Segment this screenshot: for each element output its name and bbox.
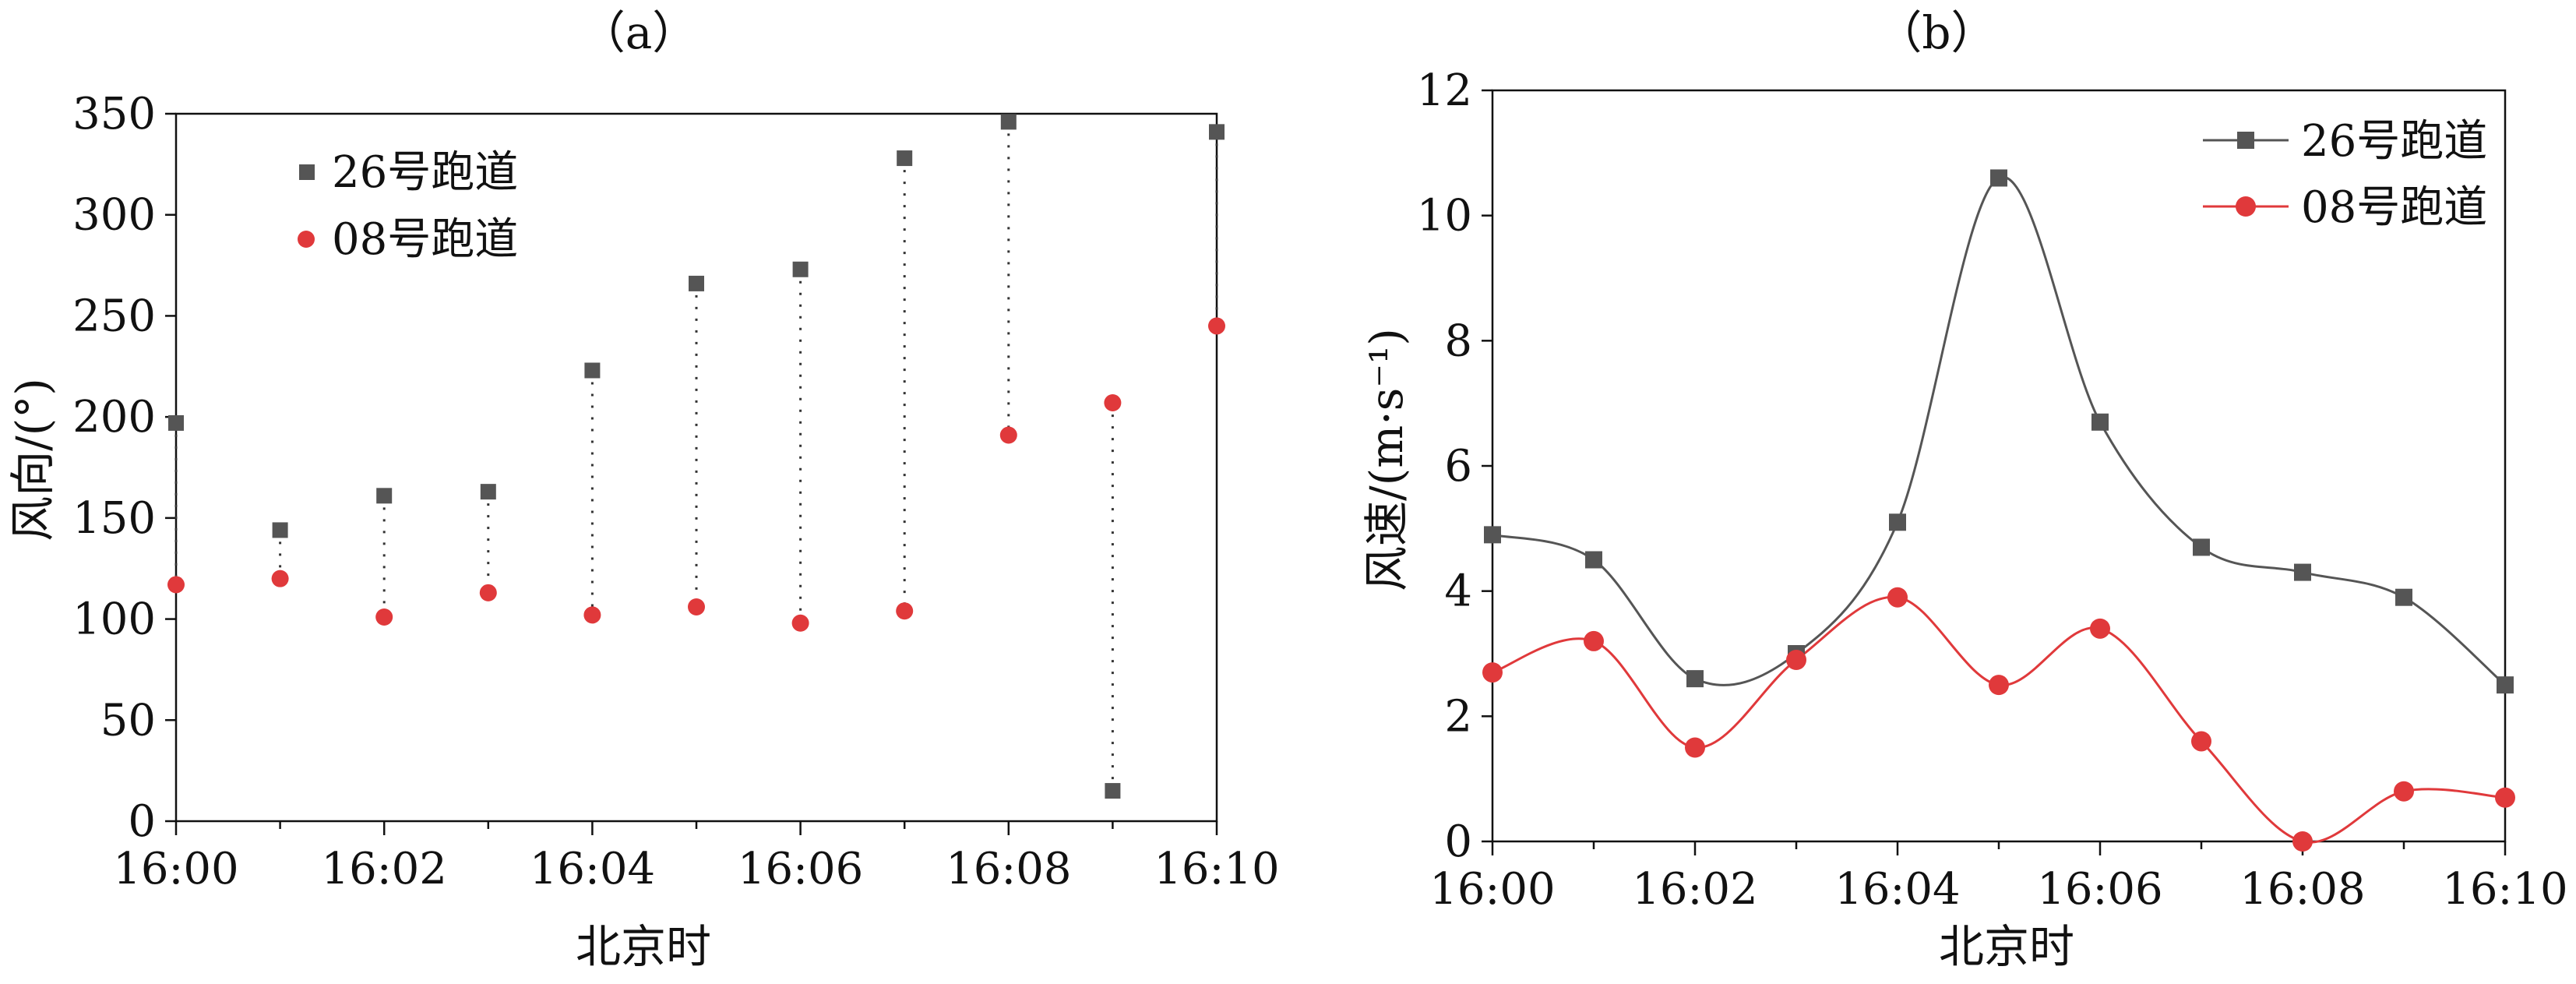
data-point-circle (2191, 731, 2211, 752)
data-point-circle (1208, 317, 1225, 335)
panel-a-x-axis-title: 北京时 (576, 920, 711, 973)
data-point-square (1686, 670, 1704, 688)
panel-a-x-tick-label: 16:02 (322, 844, 447, 894)
panel-b-x-tick-label: 16:08 (2239, 864, 2365, 915)
panel-a-y-tick-label: 350 (72, 89, 156, 139)
data-point-square (792, 261, 809, 277)
panel-a-legend: 26号跑道 08号跑道 (298, 147, 518, 265)
data-point-square (480, 484, 496, 500)
panel-b-x-tick-label: 16:04 (1834, 864, 1960, 915)
panel-a-y-tick-label: 200 (72, 392, 156, 443)
panel-b-x-tick-label: 16:06 (2037, 864, 2162, 915)
legend-label-series-2: 08号跑道 (2301, 182, 2487, 233)
data-point-square (2091, 413, 2109, 431)
data-point-square (1209, 124, 1225, 140)
data-point-square (1889, 513, 1906, 531)
data-point-circle (1685, 737, 1705, 758)
panel-a-y-axis-title: 风向/(°) (6, 378, 59, 541)
series-line (1492, 175, 2506, 686)
panel-b-x-tick-label: 16:00 (1429, 864, 1555, 915)
panel-b-x-tick-label: 16:10 (2442, 864, 2567, 915)
data-point-square (376, 488, 393, 504)
panel-a-y-tick-label: 300 (72, 190, 156, 241)
data-point-circle (1786, 650, 1806, 671)
panel-b-label: （b） (1876, 6, 1996, 59)
legend-square-marker (2237, 132, 2254, 149)
data-point-square (897, 150, 913, 167)
panel-b-x-tick-label: 16:02 (1632, 864, 1757, 915)
data-point-square (1105, 783, 1121, 799)
panel-a-y-tick-label: 100 (72, 594, 156, 645)
data-point-circle (583, 606, 601, 624)
legend-circle-marker (2236, 196, 2256, 217)
data-point-square (689, 275, 704, 291)
data-point-circle (1989, 675, 2009, 696)
panel-b-y-tick-label: 10 (1417, 191, 1472, 242)
series-line (1492, 595, 2506, 844)
panel-a-x-tick-label: 16:00 (113, 844, 238, 894)
data-point-circle (791, 614, 809, 632)
panel-a-y-tick-label: 0 (128, 796, 156, 847)
data-point-circle (688, 598, 705, 616)
panel-b-y-axis-title: 风速/(m·s⁻¹) (1360, 328, 1413, 591)
data-point-square (1484, 526, 1501, 544)
data-point-circle (271, 570, 289, 587)
data-point-circle (1584, 630, 1604, 651)
data-point-circle (2394, 781, 2414, 802)
data-point-square (2497, 676, 2514, 694)
legend-label-series-2: 08号跑道 (332, 214, 518, 265)
panel-a-x-tick-label: 16:08 (946, 844, 1071, 894)
legend-label-series-1: 26号跑道 (2301, 116, 2487, 167)
panel-b-y-tick-label: 8 (1444, 316, 1472, 366)
legend-label-series-1: 26号跑道 (332, 147, 518, 198)
data-point-circle (1482, 662, 1503, 683)
data-point-square (584, 362, 601, 379)
data-point-circle (1887, 587, 1908, 608)
data-point-circle (896, 602, 914, 620)
data-point-square (1585, 551, 1602, 569)
legend-square-marker (299, 164, 315, 180)
panel-a-x-tick-label: 16:04 (530, 844, 655, 894)
data-point-square (1000, 114, 1017, 130)
data-point-circle (2495, 787, 2515, 808)
data-point-square (272, 522, 288, 538)
panel-b-y-tick-label: 12 (1417, 65, 1472, 116)
panel-a-wind-direction-chart: （a） 北京时 风向/(°) 0 50 100 150 200 250 300 350 16:0… (6, 6, 1280, 973)
data-point-circle (999, 426, 1017, 444)
legend-circle-marker (298, 231, 315, 248)
data-point-square (1990, 169, 2007, 187)
panel-b-y-tick-label: 0 (1444, 816, 1472, 867)
panel-a-x-tick-label: 16:10 (1154, 844, 1279, 894)
panel-b-legend: 26号跑道 08号跑道 (2203, 116, 2487, 233)
panel-a-y-tick-label: 150 (72, 493, 156, 544)
data-point-square (2294, 563, 2311, 581)
panel-b-wind-speed-chart: （b） 北京时 风速/(m·s⁻¹) 0 2 4 6 8 10 12 16:00 16:02 16… (1360, 6, 2568, 973)
data-point-circle (375, 608, 393, 626)
panel-b-x-axis-title: 北京时 (1939, 920, 2074, 973)
data-point-square (2193, 538, 2210, 556)
panel-a-y-tick-label: 50 (100, 695, 156, 746)
data-point-square (168, 414, 184, 431)
data-point-circle (1104, 393, 1122, 411)
panel-a-x-tick-label: 16:06 (738, 844, 863, 894)
data-point-square (2395, 588, 2412, 606)
panel-b-y-tick-label: 6 (1444, 441, 1472, 492)
data-point-circle (167, 576, 185, 594)
panel-a-label: （a） (580, 6, 698, 59)
data-point-circle (2292, 831, 2313, 852)
data-point-circle (479, 584, 497, 601)
data-point-circle (2090, 618, 2110, 639)
panel-a-y-tick-label: 250 (72, 291, 156, 341)
panel-b-y-tick-label: 4 (1444, 566, 1472, 617)
panel-b-y-tick-label: 2 (1444, 691, 1472, 742)
